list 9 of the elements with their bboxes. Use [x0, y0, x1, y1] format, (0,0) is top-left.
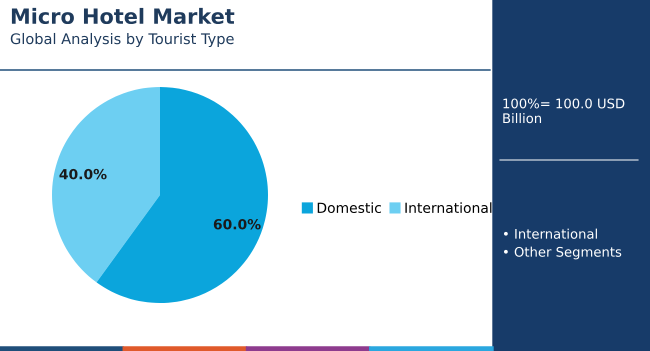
text: 100%= 100.0 USD Billion [503, 98, 624, 124]
legend-label: Domestic [318, 202, 381, 214]
chart-subtitle: Global Analysis by Tourist Type [10, 32, 234, 48]
text: • International [504, 228, 597, 239]
chart-title: Micro Hotel Market [12, 8, 234, 24]
legend-label: International [405, 202, 492, 214]
data-label: 60.0% [214, 218, 261, 230]
data-label: 40.0% [60, 168, 107, 180]
text: • Other Segments [504, 246, 622, 260]
